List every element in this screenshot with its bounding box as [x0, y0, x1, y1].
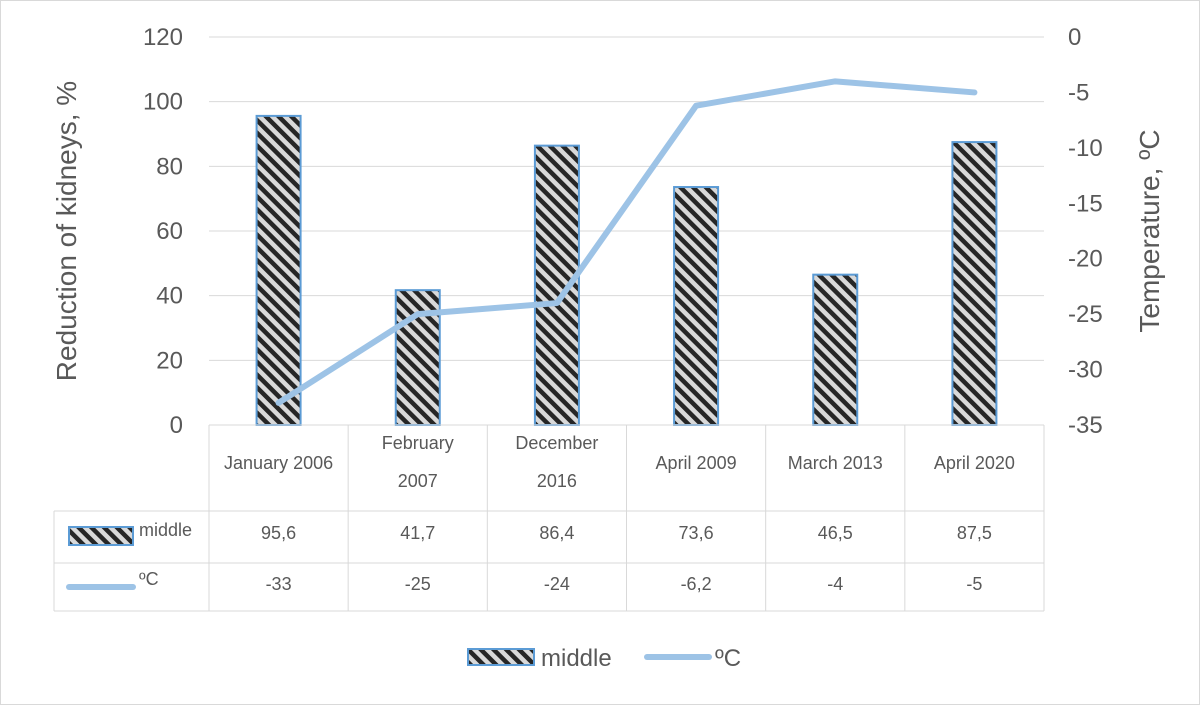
temperature-line [275, 78, 978, 406]
category-label: December [515, 433, 598, 453]
y-tick-label: 120 [143, 24, 183, 51]
table-cell: -33 [266, 574, 292, 594]
y2-tick-label: -35 [1068, 412, 1103, 439]
table-cell: -5 [966, 574, 982, 594]
table-cell: -25 [405, 574, 431, 594]
category-label: March 2013 [788, 453, 883, 473]
y2-tick-label: -25 [1068, 301, 1103, 328]
y-tick-label: 60 [156, 218, 183, 245]
category-label: 2016 [537, 471, 577, 491]
y2-tick-label: 0 [1068, 24, 1081, 51]
y2-tick-label: -5 [1068, 79, 1089, 106]
bar [812, 273, 859, 426]
y2-tick-label: -15 [1068, 190, 1103, 217]
y2-tick-label: -10 [1068, 135, 1103, 162]
legend-label: middle [541, 645, 612, 672]
y-tick-label: 100 [143, 89, 183, 116]
table-cell: 86,4 [539, 523, 574, 543]
table-cell: 46,5 [818, 523, 853, 543]
legend-key-bar [467, 648, 535, 666]
y2-tick-label: -30 [1068, 357, 1103, 384]
category-label: 2007 [398, 471, 438, 491]
table-cell: -24 [544, 574, 570, 594]
y-tick-label: 0 [170, 412, 183, 439]
table-row-header: ºC [139, 569, 159, 589]
bar [673, 186, 720, 426]
table-key-bar [68, 526, 134, 546]
table-cell: 87,5 [957, 523, 992, 543]
table-cell: 73,6 [679, 523, 714, 543]
bar [951, 141, 998, 426]
category-label: April 2020 [934, 453, 1015, 473]
category-label: January 2006 [224, 453, 333, 473]
table-cell: 95,6 [261, 523, 296, 543]
legend-label: ºC [715, 645, 741, 672]
bar [255, 114, 302, 426]
table-cell: -6,2 [681, 574, 712, 594]
y-axis-title: Reduction of kidneys, % [51, 81, 82, 381]
y-tick-label: 20 [156, 347, 183, 374]
y2-tick-label: -20 [1068, 246, 1103, 273]
category-label: April 2009 [656, 453, 737, 473]
y-tick-label: 80 [156, 153, 183, 180]
table-cell: 41,7 [400, 523, 435, 543]
y-tick-label: 40 [156, 283, 183, 310]
table-row-header: middle [139, 520, 192, 540]
y2-axis-title: Temperature, ºC [1134, 129, 1165, 332]
table-cell: -4 [827, 574, 843, 594]
category-label: February [382, 433, 454, 453]
